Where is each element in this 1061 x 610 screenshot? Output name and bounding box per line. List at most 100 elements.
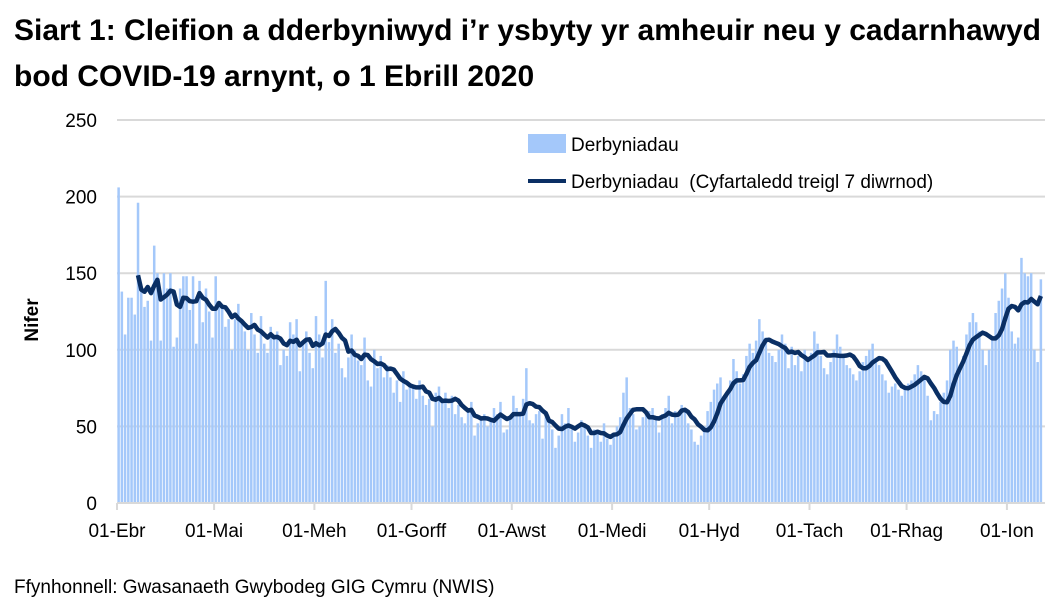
bar — [981, 349, 984, 503]
bar — [826, 374, 829, 503]
bar — [201, 322, 205, 503]
bar — [968, 322, 971, 503]
bar — [431, 426, 434, 503]
bar — [712, 389, 716, 503]
bar — [398, 401, 402, 503]
bar — [175, 337, 179, 503]
bar — [754, 340, 758, 503]
bar — [877, 365, 881, 503]
bar — [1016, 337, 1020, 503]
bar — [563, 423, 567, 503]
bar — [952, 340, 955, 503]
bar — [900, 395, 903, 503]
bar — [305, 331, 308, 503]
bar — [301, 343, 305, 503]
bar — [246, 349, 250, 503]
bar — [411, 386, 415, 503]
bar — [631, 414, 635, 503]
bar — [356, 360, 360, 503]
bar — [1007, 297, 1010, 503]
bar — [648, 411, 651, 503]
bar — [618, 417, 622, 503]
bar — [599, 441, 603, 503]
bar — [602, 423, 606, 503]
bar — [709, 401, 713, 503]
bar — [871, 343, 874, 503]
bar — [771, 355, 774, 503]
bar — [120, 291, 124, 503]
bar — [780, 334, 784, 503]
bar — [457, 404, 460, 503]
bar — [848, 368, 852, 503]
bar — [470, 401, 473, 503]
bar — [117, 187, 120, 503]
x-tick-label: 01-Mai — [185, 521, 243, 542]
bar — [1023, 273, 1026, 503]
bar — [476, 423, 480, 503]
bar — [195, 343, 198, 503]
bar — [408, 383, 412, 503]
bar — [207, 311, 211, 503]
bar — [224, 326, 227, 503]
bar — [486, 426, 489, 503]
y-tick-label: 0 — [86, 494, 97, 515]
bar — [1000, 288, 1004, 503]
bar — [405, 389, 408, 503]
bar — [1013, 343, 1017, 503]
bar — [936, 414, 939, 503]
bar — [790, 346, 793, 503]
bar — [793, 365, 797, 503]
bar — [198, 280, 201, 503]
x-tick-label: 01-Meh — [282, 521, 346, 542]
bar — [971, 313, 975, 503]
bar — [136, 202, 140, 503]
bar — [127, 297, 130, 503]
bar — [444, 392, 447, 503]
bar — [169, 273, 172, 503]
bar — [256, 352, 260, 503]
bar — [220, 306, 224, 503]
bar — [699, 435, 703, 503]
bar — [861, 362, 865, 503]
bar — [919, 371, 923, 503]
bar — [942, 392, 946, 503]
bar — [502, 432, 505, 503]
bar — [337, 343, 340, 503]
bar — [518, 414, 522, 503]
bar — [156, 273, 159, 503]
legend-bar-label: Derbyniadau — [571, 135, 679, 156]
bar — [489, 420, 493, 503]
bar — [395, 380, 399, 503]
bar — [923, 377, 926, 503]
x-tick-label: 01-Medi — [578, 521, 647, 542]
bar — [385, 365, 389, 503]
bar — [868, 349, 871, 503]
bar — [1033, 349, 1036, 503]
bar — [217, 303, 221, 503]
bar — [227, 319, 230, 503]
bar — [237, 303, 240, 503]
bar — [369, 386, 373, 503]
bar — [437, 386, 441, 503]
bar — [800, 371, 803, 503]
bar — [191, 276, 195, 503]
bar — [945, 380, 949, 503]
bar — [282, 349, 285, 503]
bar — [366, 380, 370, 503]
x-tick-label: 01-Hyd — [679, 521, 740, 542]
bar — [961, 355, 965, 503]
bar — [525, 368, 528, 503]
bar — [767, 352, 771, 503]
bar — [531, 423, 535, 503]
y-tick-label: 250 — [65, 111, 97, 132]
bar — [182, 276, 185, 503]
bar — [550, 429, 554, 503]
bar — [628, 408, 632, 503]
bar — [829, 362, 832, 503]
bar — [583, 423, 586, 503]
bar — [929, 420, 933, 503]
bar — [609, 444, 612, 503]
bar — [758, 319, 761, 503]
bar — [835, 334, 839, 503]
bar — [622, 392, 625, 503]
